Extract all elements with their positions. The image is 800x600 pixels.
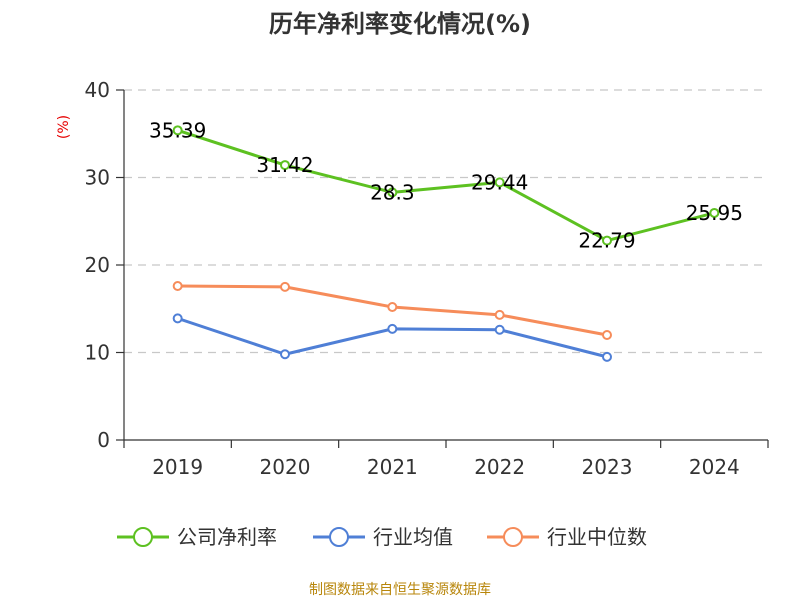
data-point[interactable]	[280, 349, 290, 360]
legend-item-2[interactable]: 行业中位数	[487, 525, 647, 549]
legend-item-0[interactable]: 公司净利率	[117, 525, 277, 549]
x-tick-label-2022: 2022	[474, 455, 525, 479]
legend-marker	[503, 527, 523, 547]
data-point[interactable]	[387, 323, 398, 334]
x-tick-label-2023: 2023	[582, 455, 633, 479]
data-point[interactable]	[387, 187, 398, 198]
data-point[interactable]	[709, 207, 720, 218]
legend: 公司净利率 行业均值 行业中位数	[117, 525, 647, 549]
legend-label: 行业中位数	[547, 525, 647, 549]
data-point[interactable]	[280, 281, 290, 292]
y-tick-label: 40	[85, 78, 110, 102]
source-note: 制图数据来自恒生聚源数据库	[309, 582, 491, 598]
chart-title: 历年净利率变化情况(%)	[269, 10, 531, 38]
x-tick-label-2020: 2020	[260, 455, 311, 479]
legend-label: 行业均值	[373, 525, 453, 549]
data-label: 22.79	[578, 229, 635, 253]
data-point[interactable]	[494, 177, 505, 188]
series-line-0	[177, 128, 715, 243]
data-labels: 35.39 31.42 28.3 29.44 22.79 25.95	[149, 118, 743, 252]
data-label: 29.44	[471, 170, 528, 194]
y-axis-unit: (%)	[56, 115, 72, 139]
series-group	[172, 125, 720, 362]
y-tick-label: 10	[85, 341, 110, 365]
y-tick-label: 20	[85, 253, 110, 277]
legend-item-1[interactable]: 行业均值	[313, 525, 453, 549]
data-point[interactable]	[387, 302, 398, 312]
data-point[interactable]	[602, 330, 612, 340]
data-label: 28.3	[370, 180, 415, 204]
data-label: 31.42	[256, 153, 313, 177]
data-point[interactable]	[602, 235, 612, 246]
y-tick-label: 0	[97, 428, 110, 452]
x-tick-label-2021: 2021	[367, 455, 418, 479]
legend-label: 公司净利率	[177, 525, 277, 549]
data-point[interactable]	[172, 125, 183, 136]
legend-marker	[329, 527, 349, 547]
grid-lines	[124, 89, 768, 354]
x-tick-label-2019: 2019	[152, 455, 203, 479]
x-tick-label-2024: 2024	[689, 455, 740, 479]
data-label: 25.95	[686, 201, 743, 225]
data-point[interactable]	[172, 281, 183, 291]
data-point[interactable]	[602, 351, 612, 362]
legend-marker	[133, 527, 153, 547]
axes: 0 10 20 30 40 2019 2020 2021 2022 2023 2024	[85, 78, 769, 479]
data-point[interactable]	[172, 313, 183, 324]
data-point[interactable]	[280, 160, 290, 171]
data-label: 35.39	[149, 118, 206, 142]
data-point[interactable]	[494, 309, 505, 320]
data-point[interactable]	[494, 324, 505, 335]
y-tick-label: 30	[85, 166, 110, 190]
